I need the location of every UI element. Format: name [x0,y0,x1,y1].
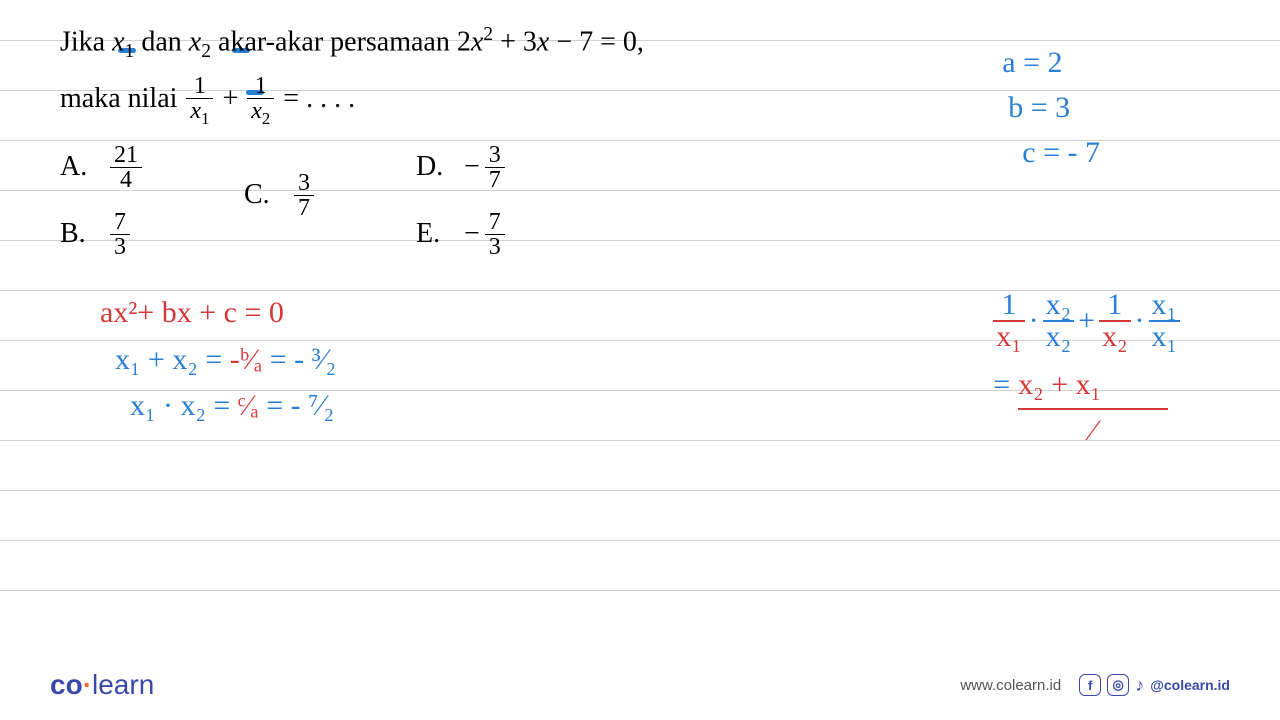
website-url: www.colearn.id [960,677,1061,694]
social-icons: f ◎ ♪ @colearn.id [1079,674,1230,696]
option-e: E. −73 [416,210,507,259]
option-c: C. 37 [244,171,316,220]
option-b: B. 73 [60,210,144,259]
facebook-icon: f [1079,674,1101,696]
handwriting-coefficients: a = 2 b = 3 c = - 7 [1002,40,1100,175]
handwriting-fraction-work: 1x₁ · x₂x₂ + 1x₂ · x₁x₁ = x₂ + x₁ ⁄ [993,290,1180,452]
option-d: D. −37 [416,143,507,192]
handwriting-equations: ax²+ bx + c = 0 x₁ + x₂ = -ᵇ⁄ₐ = - ³⁄₂ x… [100,290,336,430]
social-handle: @colearn.id [1150,677,1230,693]
footer: co·learn www.colearn.id f ◎ ♪ @colearn.i… [0,650,1280,720]
tiktok-icon: ♪ [1135,675,1144,696]
instagram-icon: ◎ [1107,674,1129,696]
option-a: A. 214 [60,143,144,192]
logo: co·learn [50,669,154,701]
